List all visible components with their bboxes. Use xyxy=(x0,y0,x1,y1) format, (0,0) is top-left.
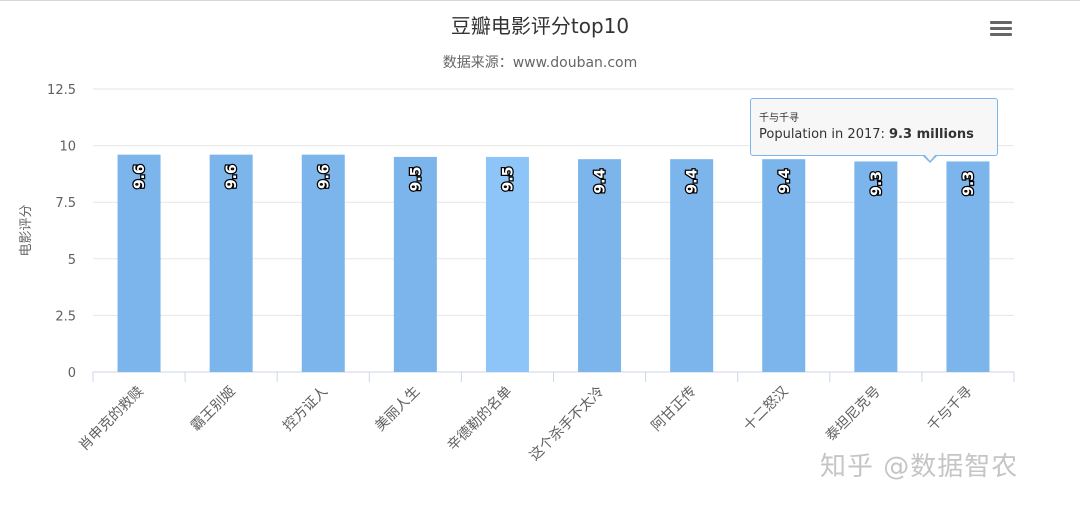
y-tick-label: 7.5 xyxy=(55,196,76,211)
chart-title: 豆瓣电影评分top10 xyxy=(450,14,630,38)
x-tick-label: 十二怒汉 xyxy=(741,384,792,435)
tooltip: 千与千寻 Population in 2017: 9.3 millions xyxy=(750,98,998,156)
bar[interactable] xyxy=(485,156,529,372)
y-axis-title: 电影评分 xyxy=(19,204,34,256)
tooltip-body: Population in 2017: 9.3 millions xyxy=(759,127,989,142)
bar-value-label: 9.3 xyxy=(869,171,885,196)
tooltip-header: 千与千寻 xyxy=(759,113,799,124)
bar[interactable] xyxy=(854,161,898,372)
bar[interactable] xyxy=(393,156,437,372)
menu-icon[interactable] xyxy=(988,18,1014,40)
x-tick-label: 这个杀手不太冷 xyxy=(526,383,607,464)
chart-subtitle: 数据来源：www.douban.com xyxy=(442,55,638,71)
bar-value-label: 9.5 xyxy=(408,167,424,192)
tooltip-pointer-inner xyxy=(924,154,936,161)
watermark: 知乎 @数据智农 xyxy=(820,452,1019,482)
x-tick-label: 千与千寻 xyxy=(925,384,976,435)
bar[interactable] xyxy=(762,159,806,372)
tooltip-value: 9.3 millions xyxy=(889,127,974,142)
bar-value-label: 9.6 xyxy=(224,164,240,189)
bar-value-label: 9.4 xyxy=(593,169,609,194)
menu-icon-line xyxy=(990,33,1012,36)
y-tick-label: 2.5 xyxy=(55,309,76,324)
x-tick-label: 阿甘正传 xyxy=(649,384,700,435)
menu-icon-line xyxy=(990,21,1012,24)
bar[interactable] xyxy=(117,154,161,372)
menu-icon-line xyxy=(990,27,1012,30)
y-tick-label: 10 xyxy=(59,140,76,155)
bar-value-label: 9.5 xyxy=(500,167,516,192)
bar-value-label: 9.6 xyxy=(316,164,332,189)
x-tick-label: 美丽人生 xyxy=(372,384,423,435)
x-tick-label: 泰坦尼克号 xyxy=(823,384,884,445)
bar-value-label: 9.4 xyxy=(685,169,701,194)
bar[interactable] xyxy=(946,161,990,372)
bar-value-label: 9.6 xyxy=(132,164,148,189)
bar[interactable] xyxy=(301,154,345,372)
top-border xyxy=(0,0,1080,1)
bar-value-label: 9.3 xyxy=(961,171,977,196)
tooltip-label: Population in 2017: xyxy=(759,127,890,142)
y-tick-label: 5 xyxy=(68,253,76,268)
x-tick-label: 肖申克的救赎 xyxy=(75,383,146,454)
y-tick-label: 12.5 xyxy=(47,83,76,98)
bar-value-label: 9.4 xyxy=(777,169,793,194)
x-tick-label: 控方证人 xyxy=(280,384,331,435)
x-tick-label: 霸王别姬 xyxy=(188,384,239,435)
bar[interactable] xyxy=(578,159,622,372)
bar[interactable] xyxy=(670,159,714,372)
bar[interactable] xyxy=(209,154,253,372)
y-tick-label: 0 xyxy=(68,366,76,381)
x-tick-label: 辛德勒的名单 xyxy=(445,384,516,455)
